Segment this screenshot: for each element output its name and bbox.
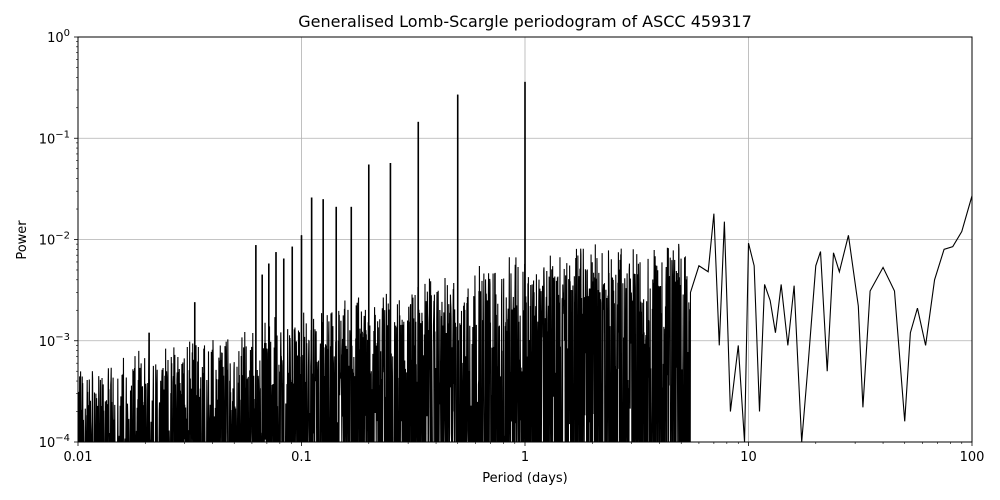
y-tick-label: 10−4 — [39, 433, 70, 451]
x-tick-label: 1 — [521, 450, 529, 465]
y-axis-label: Power — [15, 220, 30, 260]
chart-title: Generalised Lomb-Scargle periodogram of … — [298, 12, 752, 31]
power-series — [78, 81, 972, 442]
y-axis-ticks: 10−4 10−3 10−2 10−1 100 — [39, 28, 78, 451]
y-tick-label: 10−1 — [39, 129, 70, 147]
y-tick-label: 100 — [47, 28, 70, 46]
x-axis-ticks: 0.01 0.1 1 10 100 — [64, 442, 985, 465]
x-tick-label: 100 — [960, 450, 985, 465]
x-tick-label: 0.1 — [291, 450, 312, 465]
x-tick-label: 10 — [740, 450, 757, 465]
power-line — [78, 81, 972, 442]
x-axis-label: Period (days) — [482, 471, 568, 486]
y-tick-label: 10−2 — [39, 231, 70, 249]
y-tick-label: 10−3 — [39, 332, 70, 350]
x-tick-label: 0.01 — [64, 450, 93, 465]
